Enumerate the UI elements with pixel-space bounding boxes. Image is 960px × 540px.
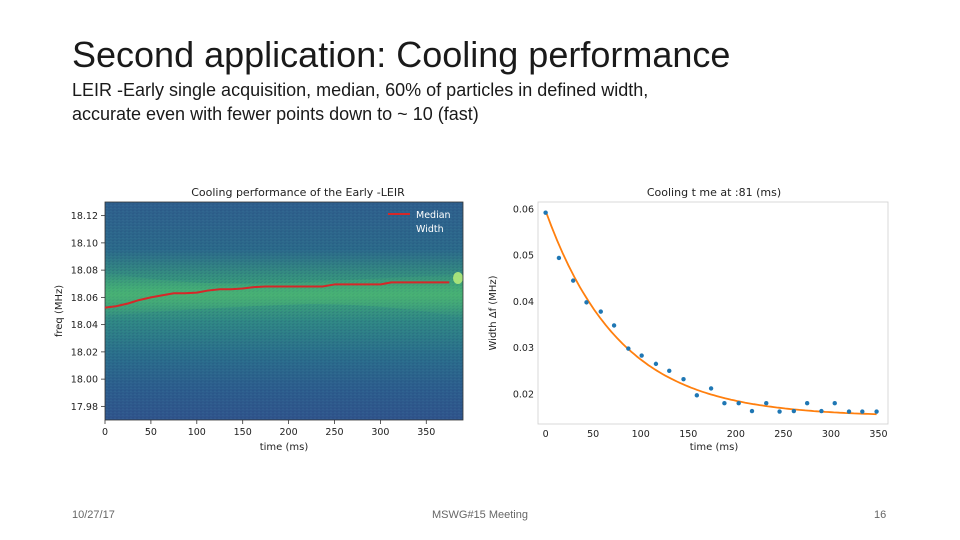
left-y-axis-ticks: 17.98 18.00 18.02 18.04 18.06 18.08 18.10 18.12	[71, 211, 105, 413]
width-data-point	[736, 400, 741, 406]
right-chart-title: Cooling t me at :81 (ms)	[647, 186, 781, 199]
left-y-axis-label: freq (MHz)	[54, 285, 65, 337]
median-series	[104, 281, 450, 309]
width-data-point	[722, 400, 727, 406]
left-y-tick-label: 18.10	[71, 238, 98, 249]
right-x-tick-label: 300	[822, 429, 840, 440]
legend-width-label: Width	[416, 224, 444, 235]
footer-date: 10/27/17	[72, 509, 115, 521]
left-plot-area	[104, 201, 464, 421]
left-y-tick-label: 17.98	[71, 402, 98, 413]
left-y-tick-label: 18.08	[71, 266, 98, 277]
footer-page-number: 16	[874, 509, 887, 521]
cooling-width-chart: Cooling t me at :81 (ms) 0 50 100 150 200 250…	[488, 186, 889, 453]
legend-median-label: Median	[416, 210, 451, 221]
subtitle-line-1: LEIR -Early single acquisition, median, …	[72, 80, 649, 100]
width-scatter-series	[543, 210, 879, 414]
slide-subtitle: LEIR -Early single acquisition, median, …	[72, 78, 832, 126]
left-chart-title: Cooling performance of the Early -LEIR	[191, 186, 405, 199]
right-plot-frame	[537, 201, 889, 425]
width-data-point	[832, 400, 837, 406]
left-x-tick-label: 100	[188, 427, 206, 438]
width-data-point	[846, 409, 852, 414]
left-x-tick-label: 50	[145, 427, 157, 438]
subtitle-line-2: accurate even with fewer points down to …	[72, 104, 479, 124]
right-x-axis-label: time (ms)	[690, 442, 739, 453]
left-y-tick-label: 18.12	[71, 211, 98, 222]
slide-title: Second application: Cooling performance	[72, 34, 731, 75]
width-data-point	[791, 408, 797, 414]
right-y-tick-label: 0.03	[513, 343, 534, 354]
footer-meeting: MSWG#15 Meeting	[432, 509, 528, 521]
right-y-axis-label: Width Δf (MHz)	[488, 275, 499, 350]
spectrogram-hotspot	[453, 272, 463, 284]
cooling-spectrogram-chart: Cooling performance of the Early -LEIR 0…	[54, 186, 464, 453]
left-y-tick-label: 18.00	[71, 375, 98, 386]
width-data-point	[681, 376, 686, 382]
width-data-point	[764, 400, 769, 406]
left-y-tick-label: 18.04	[71, 320, 98, 331]
width-data-point	[653, 361, 659, 367]
left-legend: Median Width	[388, 210, 451, 235]
width-data-point	[543, 210, 548, 215]
left-x-tick-label: 200	[280, 427, 298, 438]
width-data-point	[874, 409, 879, 414]
left-x-axis-label: time (ms)	[260, 442, 309, 453]
width-data-point	[694, 393, 700, 398]
fit-curve	[544, 210, 877, 416]
right-y-tick-label: 0.04	[513, 297, 534, 308]
right-x-tick-label: 250	[774, 429, 792, 440]
fit-curve-series	[544, 210, 877, 416]
width-data-point	[598, 309, 603, 314]
right-x-tick-label: 200	[727, 429, 745, 440]
right-x-tick-label: 350	[869, 429, 887, 440]
width-data-point	[777, 409, 782, 414]
left-x-tick-label: 250	[325, 427, 343, 438]
right-x-tick-label: 150	[679, 429, 697, 440]
left-x-tick-label: 350	[417, 427, 435, 438]
right-x-tick-label: 50	[587, 429, 599, 440]
width-data-point	[804, 400, 810, 406]
width-data-point	[708, 386, 714, 391]
right-y-axis-ticks: 0.02 0.03 0.04 0.05 0.06	[513, 204, 534, 400]
left-y-tick-label: 18.06	[71, 293, 98, 304]
width-data-point	[639, 353, 644, 358]
width-data-point	[667, 368, 672, 374]
width-data-point	[556, 255, 562, 261]
width-data-point	[570, 278, 576, 283]
right-y-tick-label: 0.06	[513, 204, 534, 215]
left-x-tick-label: 0	[102, 427, 108, 438]
width-data-point	[584, 300, 589, 305]
width-data-point	[611, 323, 617, 328]
left-plot-frame	[104, 201, 464, 421]
left-y-tick-label: 18.02	[71, 347, 98, 358]
width-data-point	[819, 408, 824, 414]
width-data-point	[749, 408, 755, 414]
left-x-axis-ticks: 0 50 100 150 200 250 300 350	[102, 420, 435, 438]
left-x-tick-label: 300	[371, 427, 389, 438]
width-data-point	[860, 409, 865, 414]
median-line	[104, 281, 450, 309]
right-x-axis-ticks: 0 50 100 150 200 250 300 350	[543, 429, 888, 440]
width-data-point	[626, 346, 631, 351]
right-y-tick-label: 0.05	[513, 251, 534, 262]
right-x-tick-label: 0	[543, 429, 549, 440]
left-x-tick-label: 150	[234, 427, 252, 438]
right-x-tick-label: 100	[632, 429, 650, 440]
right-y-tick-label: 0.02	[513, 389, 534, 400]
